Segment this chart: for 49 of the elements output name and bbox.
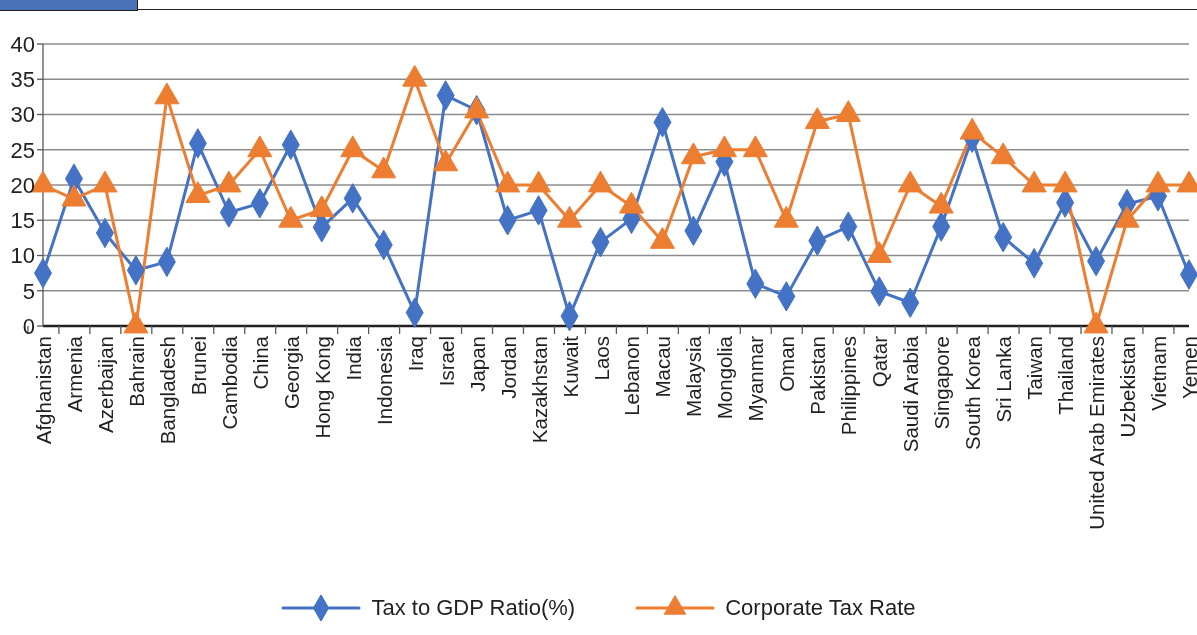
x-tick-label: South Korea (960, 335, 984, 450)
x-tick-label: Saudi Arabia (898, 335, 922, 453)
x-tick-label: Indonesia (372, 335, 396, 425)
x-tick-label: Singapore (929, 336, 953, 430)
x-tick-label: Macau (650, 336, 674, 398)
legend-label: Tax to GDP Ratio(%) (371, 595, 576, 621)
y-tick-label: 15 (10, 208, 35, 234)
x-tick-label: Yemen (1177, 336, 1197, 400)
x-tick-label: Pakistan (805, 336, 829, 415)
x-tick-label: Afghanistan (31, 336, 55, 445)
y-tick-label: 10 (10, 243, 35, 269)
x-tick-label: Lebanon (619, 336, 643, 416)
x-tick-label: Iraq (403, 336, 427, 372)
x-tick-label: Jordan (496, 336, 520, 399)
x-tick-label: Cambodia (217, 335, 241, 430)
y-tick-label: 0 (22, 313, 35, 339)
y-tick-label: 20 (10, 172, 35, 198)
x-tick-label: Azerbaijan (93, 336, 117, 433)
x-tick-label: Hong Kong (310, 336, 334, 439)
legend-label: Corporate Tax Rate (725, 595, 916, 621)
x-tick-label: Oman (774, 336, 798, 392)
x-tick-label: United Arab Emirates (1084, 336, 1108, 530)
x-tick-label: Israel (434, 336, 458, 387)
y-tick-label: 30 (10, 102, 35, 128)
x-tick-label: Uzbekistan (1115, 336, 1139, 438)
y-tick-label: 25 (10, 137, 35, 163)
y-tick-label: 5 (22, 278, 35, 304)
x-tick-label: Qatar (867, 335, 891, 388)
x-tick-label: Brunei (186, 336, 210, 396)
x-tick-label: Laos (589, 336, 613, 381)
x-tick-label: Kuwait (558, 335, 582, 398)
x-tick-label: Bangladesh (155, 336, 179, 445)
x-tick-label: China (248, 335, 272, 390)
x-tick-label: Taiwan (1022, 336, 1046, 400)
x-tick-label: Mongolia (712, 335, 736, 420)
x-tick-label: Vietnam (1146, 336, 1170, 411)
x-tick-label: Philippines (836, 336, 860, 436)
x-tick-label: Georgia (279, 335, 303, 409)
x-tick-label: Sri Lanka (991, 335, 1015, 423)
x-tick-label: Armenia (62, 335, 86, 413)
y-tick-label: 35 (10, 67, 35, 93)
x-tick-label: Malaysia (681, 335, 705, 417)
x-tick-label: Kazakhstan (527, 336, 551, 444)
x-tick-label: Myanmar (743, 335, 767, 422)
y-tick-label: 40 (10, 31, 35, 57)
x-tick-label: India (341, 335, 365, 381)
x-tick-label: Japan (465, 336, 489, 392)
x-tick-label: Bahrain (124, 336, 148, 407)
x-tick-label: Thailand (1053, 336, 1077, 415)
